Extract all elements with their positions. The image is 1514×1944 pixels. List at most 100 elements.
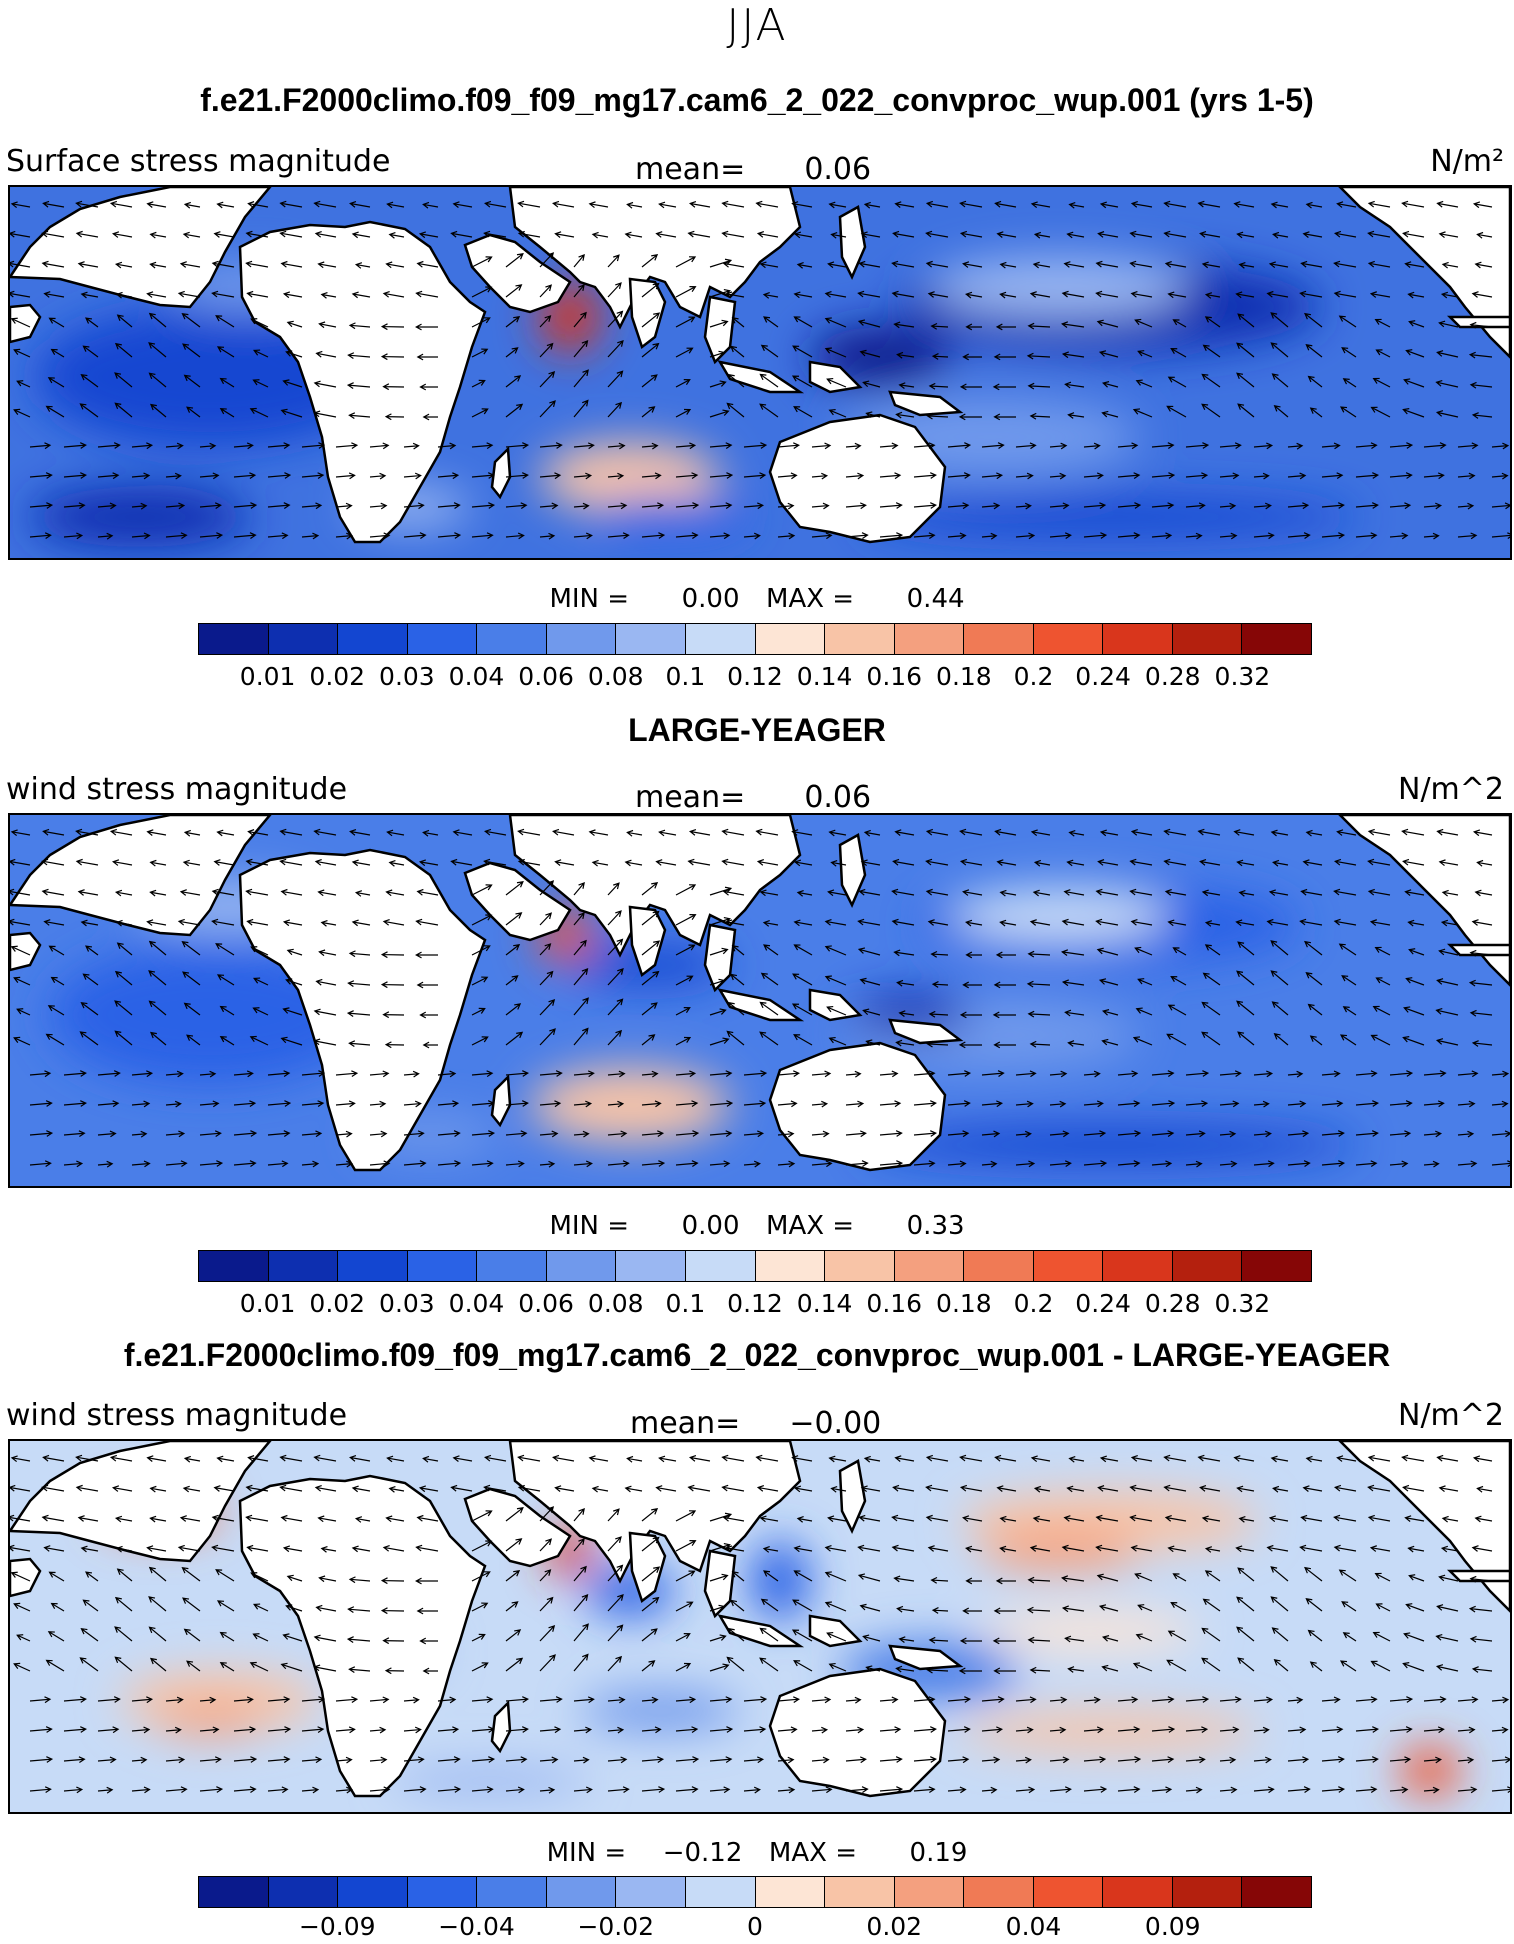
landmass-africa [238,220,487,544]
wind-vector-arrow [913,1756,937,1763]
wind-vector-arrow [183,201,201,209]
wind-vector-arrow [962,1607,983,1615]
wind-vector-arrow [1238,889,1255,897]
wind-vector-arrow [824,975,847,986]
panel-1-mean-value: 0.06 [804,152,872,187]
wind-vector-arrow [759,889,779,897]
wind-vector-arrow [285,978,303,986]
wind-vector-arrow [1068,201,1085,209]
wind-vector-arrow [675,1786,699,1793]
wind-vector-arrow [539,442,563,449]
wind-vector-arrow [845,502,867,510]
wind-vector-arrow [247,829,269,836]
wind-vector-arrow [1117,442,1139,450]
wind-vector-arrow [573,1100,593,1108]
wind-vector-arrow [1097,231,1119,238]
wind-vector-arrow [1083,1070,1101,1078]
wind-vector-arrow [233,1130,258,1137]
colorbar-tick-label: 0.32 [1214,1289,1271,1318]
wind-vector-arrow [1101,1664,1119,1672]
wind-vector-arrow [675,1633,691,1642]
wind-vector-arrow [879,442,899,450]
wind-vector-arrow [743,1786,761,1794]
wind-vector-arrow [380,951,405,959]
panel-2-mean-label: mean= [635,780,746,815]
wind-vector-arrow [891,260,915,268]
wind-vector-arrow [743,1160,761,1168]
wind-vector-arrow [382,1544,405,1552]
wind-vector-arrow [1355,1070,1378,1078]
wind-vector-arrow [743,1070,768,1077]
wind-vector-arrow [216,346,235,358]
wind-vector-arrow [416,1607,439,1615]
wind-vector-arrow [149,231,167,239]
wind-vector-arrow [63,502,86,510]
wind-vector-arrow [731,944,745,956]
wind-vector-arrow [437,1160,462,1167]
wind-vector-arrow [1098,1604,1119,1612]
wind-vector-arrow [539,970,554,986]
wind-vector-arrow [1272,231,1289,239]
wind-vector-arrow [879,1786,904,1793]
wind-vector-arrow [827,1515,847,1523]
wind-vector-arrow [845,1696,862,1704]
wind-vector-arrow [165,532,188,540]
wind-vector-arrow [1341,975,1357,986]
wind-vector-arrow [1129,230,1153,238]
wind-vector-arrow [1219,442,1242,450]
wind-vector-arrow [471,408,489,418]
colorbar-swatch [477,1877,547,1907]
wind-vector-arrow [347,1606,371,1613]
wind-vector-arrow [403,1130,425,1138]
colorbar-tick-label: 0.28 [1144,1289,1201,1318]
wind-vector-arrow [828,201,847,209]
wind-vector-arrow [1305,1455,1323,1463]
colorbar-swatch [268,1251,339,1281]
wind-vector-arrow [709,1512,733,1522]
wind-vector-arrow [1117,1160,1141,1167]
wind-vector-arrow [1321,532,1346,539]
wind-vector-arrow [211,888,235,896]
wind-vector-arrow [1117,1070,1139,1078]
wind-vector-arrow [165,1130,186,1138]
panel-2-minmax: MIN = 0.00 MAX = 0.33 [0,1211,1514,1241]
wind-vector-arrow [641,1660,656,1672]
wind-vector-arrow [743,442,768,449]
wind-vector-arrow [913,1696,936,1704]
wind-vector-arrow [675,256,697,268]
wind-vector-arrow [280,260,303,268]
wind-vector-arrow [573,311,587,328]
wind-vector-arrow [811,1160,833,1168]
wind-vector-arrow [539,400,556,418]
wind-vector-arrow [1299,1544,1323,1552]
wind-vector-arrow [369,1786,391,1794]
wind-vector-arrow [45,405,65,418]
wind-vector-arrow [403,1786,427,1793]
colorbar-swatch [825,624,895,654]
wind-vector-arrow [539,532,556,540]
wind-vector-arrow [1457,1070,1479,1078]
wind-vector-arrow [1064,1635,1085,1643]
wind-vector-arrow [1032,889,1051,897]
wind-vector-arrow [246,1544,269,1552]
wind-vector-arrow [721,200,745,208]
wind-vector-arrow [826,377,847,388]
wind-vector-arrow [471,1007,486,1016]
wind-vector-arrow [422,1041,439,1049]
wind-vector-arrow [1049,1070,1068,1078]
wind-vector-arrow [114,1030,133,1046]
wind-vector-arrow [1402,408,1425,418]
wind-vector-arrow [114,342,133,358]
wind-vector-arrow [80,1545,99,1553]
wind-vector-arrow [927,919,949,926]
wind-vector-arrow [862,380,881,388]
wind-vector-arrow [1151,502,1175,509]
wind-vector-arrow [1167,919,1187,927]
wind-vector-arrow [913,1160,936,1168]
wind-vector-arrow [879,1070,899,1078]
wind-vector-arrow [1066,1485,1085,1493]
wind-vector-arrow [211,918,235,926]
colorbar-swatch [338,624,408,654]
wind-vector-arrow [928,1636,949,1644]
wind-vector-arrow [1355,472,1380,479]
